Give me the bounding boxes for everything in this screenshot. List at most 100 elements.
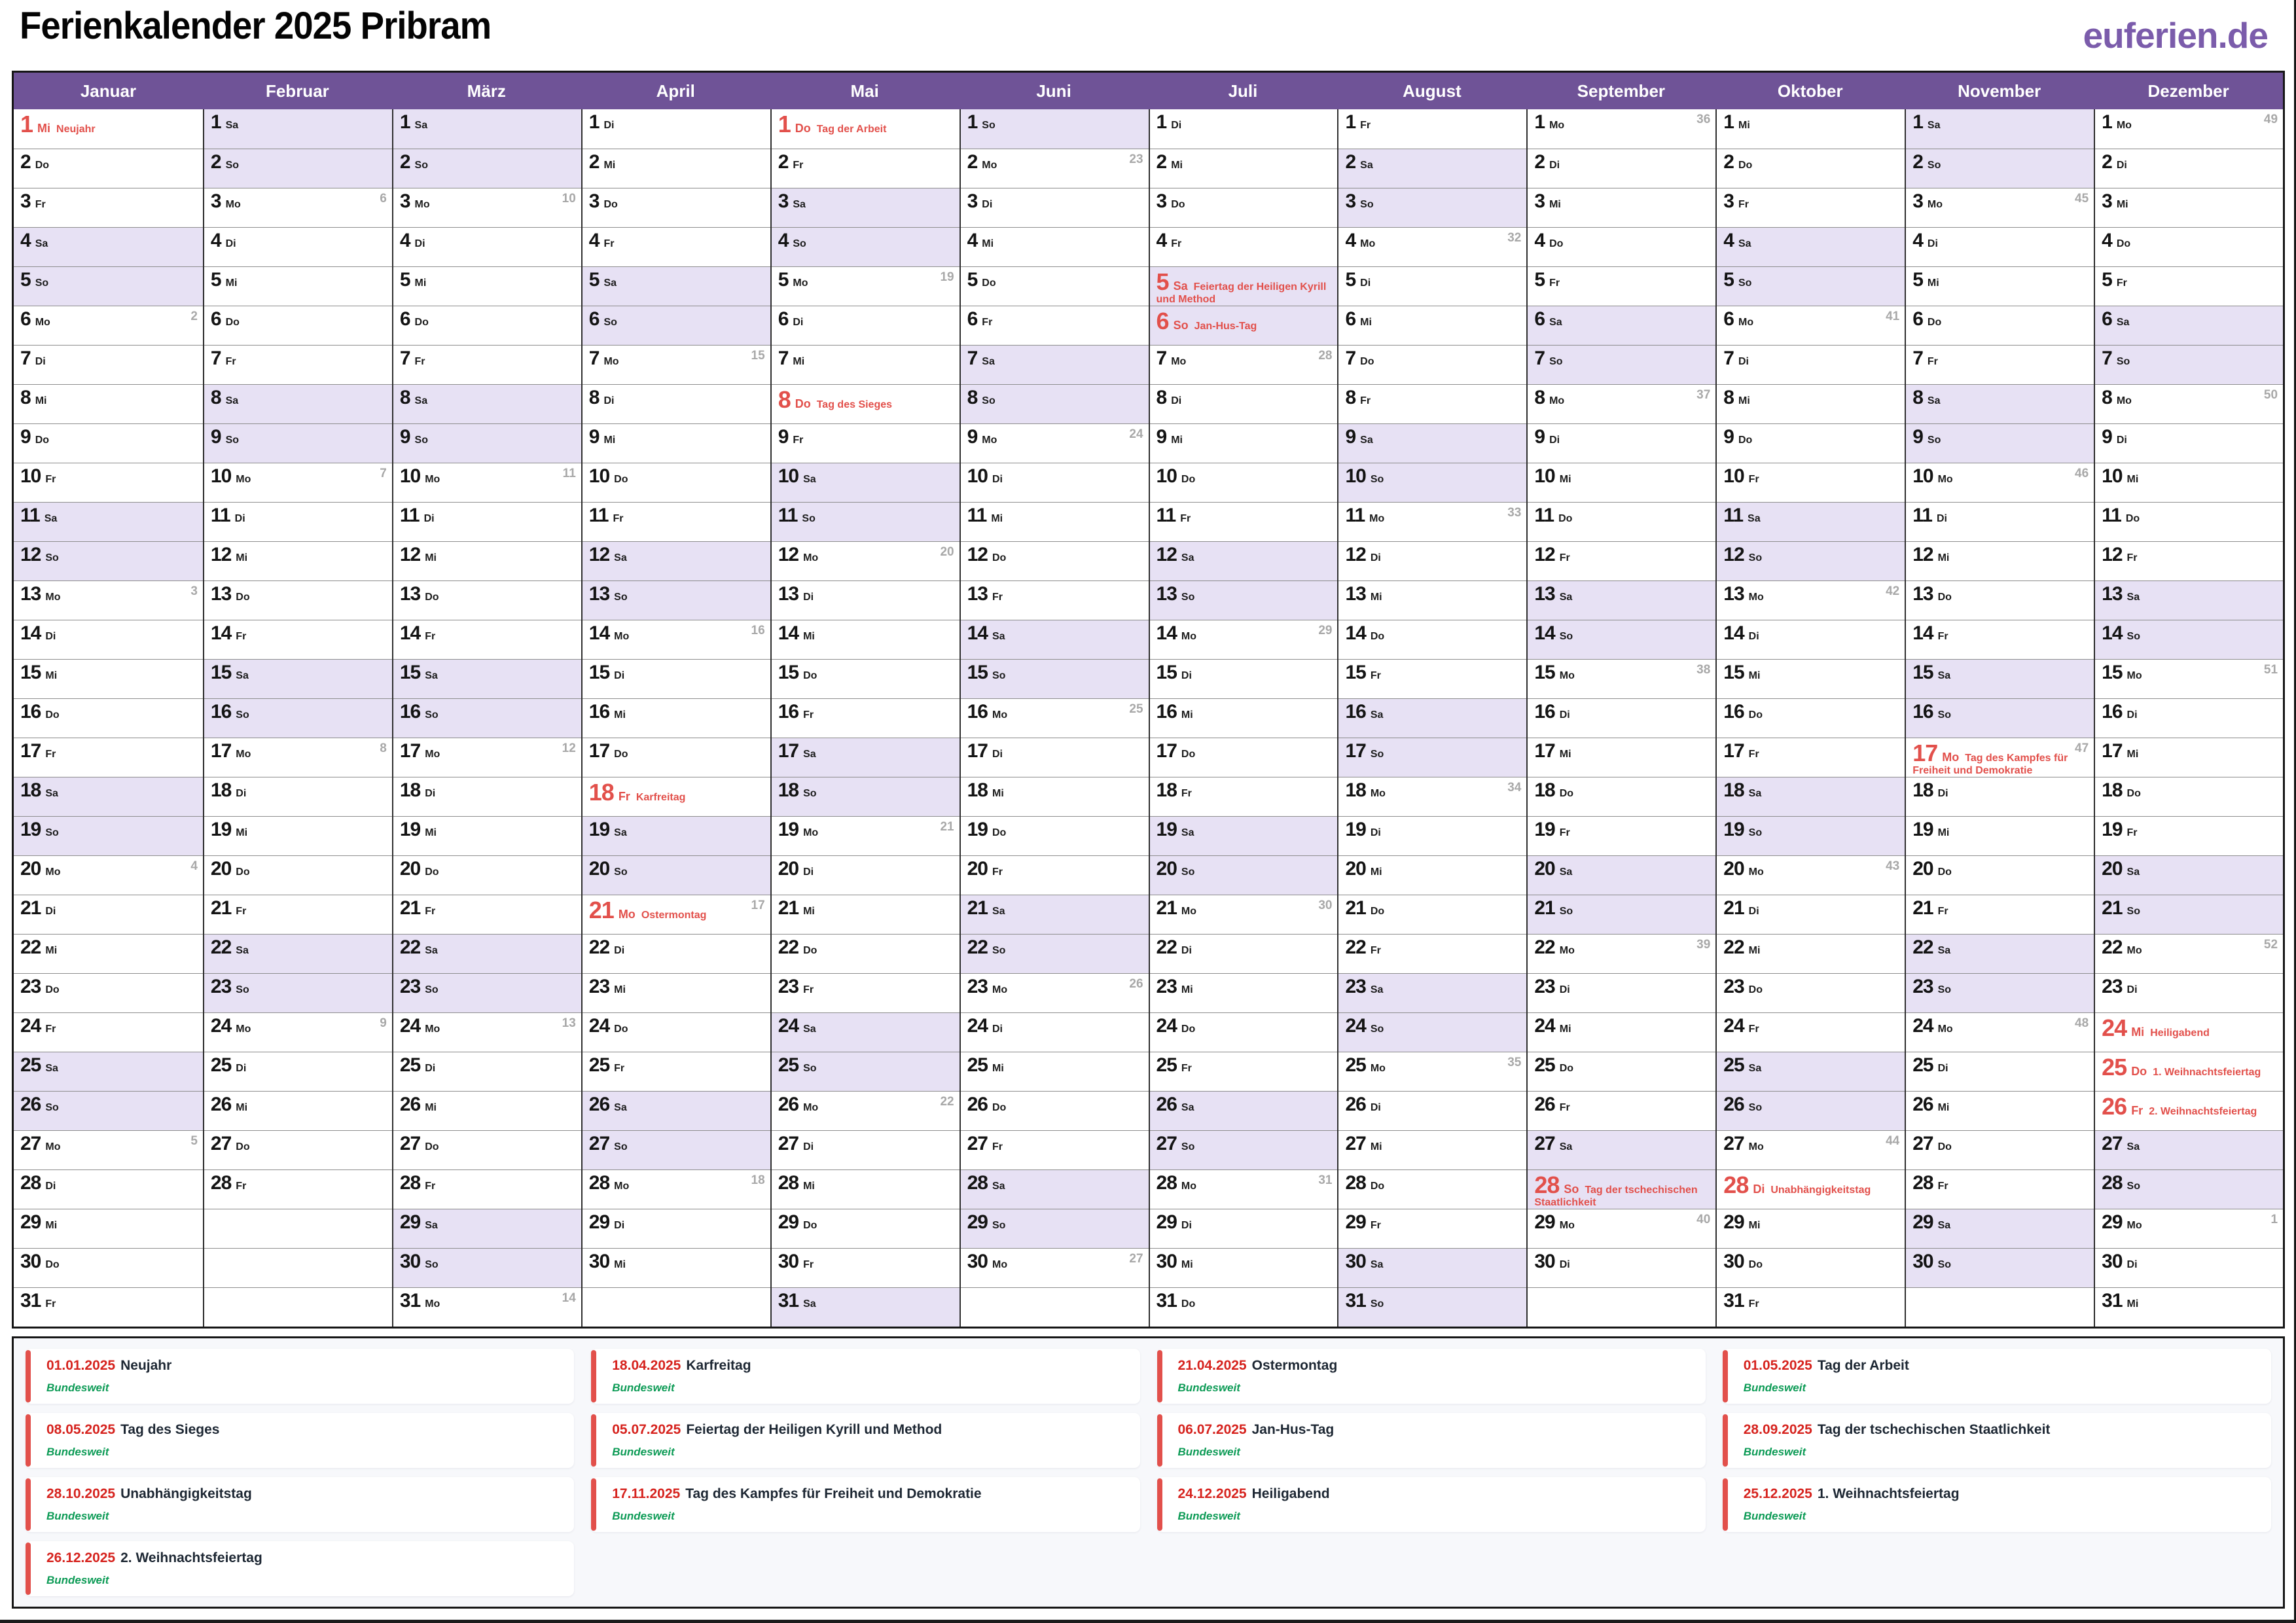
day-cell: 38 15 Mo xyxy=(1528,659,1716,698)
weekday-label: So xyxy=(614,1141,628,1152)
day-cell: 24 Sa xyxy=(771,1012,960,1052)
day-cell: 23 So xyxy=(393,973,581,1012)
day-cell: 11 Di xyxy=(1906,502,2094,541)
weekday-label: Mo xyxy=(803,552,819,563)
weekday-label: So xyxy=(1927,160,1941,171)
week-number: 16 xyxy=(751,624,765,637)
day-number: 6 xyxy=(1345,308,1356,330)
day-cell: 16 Do xyxy=(14,698,203,738)
weekday-label: Do xyxy=(992,1102,1007,1113)
day-cell: 5 Sa Feiertag der Heiligen Kyrill und Meth… xyxy=(1149,266,1338,306)
weekday-label: So xyxy=(1748,1102,1763,1113)
day-number: 2 xyxy=(1534,151,1545,173)
weekday-label: Fr xyxy=(1559,1102,1570,1113)
day-number: 13 xyxy=(1723,583,1744,605)
weekday-label: Mo xyxy=(1549,395,1565,406)
weekday-label: Mo xyxy=(1559,1220,1575,1231)
day-cell: 19 Sa xyxy=(582,816,770,855)
week-number: 47 xyxy=(2075,741,2089,755)
day-number: 30 xyxy=(1912,1251,1933,1272)
day-cell: 24 So xyxy=(1338,1012,1527,1052)
weekday-label: Mi xyxy=(1181,709,1193,721)
weekday-label: Fr xyxy=(1748,474,1759,485)
weekday-label: Sa xyxy=(425,1220,438,1231)
day-cell: 25 Di xyxy=(204,1052,392,1091)
day-number: 13 xyxy=(967,583,988,605)
day-cell xyxy=(1528,1287,1716,1327)
weekday-label: Di xyxy=(2126,1259,2138,1270)
weekday-label: So xyxy=(1181,592,1195,603)
day-cell: 24 Fr xyxy=(1717,1012,1905,1052)
legend-holiday-name: Tag des Sieges xyxy=(120,1422,220,1437)
weekday-label: Sa xyxy=(793,199,806,210)
weekday-label: Fr xyxy=(982,317,993,328)
weekday-label: Fr xyxy=(236,1181,247,1192)
day-cell: 16 Di xyxy=(2095,698,2284,738)
day-cell: 31 Do xyxy=(1149,1287,1338,1327)
day-cell: 3 Fr xyxy=(14,188,203,227)
day-number: 25 xyxy=(399,1054,421,1076)
weekday-label: Mi xyxy=(614,984,626,995)
weekday-label: Sa xyxy=(1937,945,1951,956)
day-cell: 15 Mi xyxy=(14,659,203,698)
weekday-label: Di xyxy=(2126,984,2138,995)
weekday-label: Fr xyxy=(618,790,630,803)
day-number: 27 xyxy=(210,1133,232,1154)
day-number: 16 xyxy=(1345,701,1366,722)
day-number: 25 xyxy=(778,1054,799,1076)
day-number: 8 xyxy=(588,387,600,408)
weekday-label: Sa xyxy=(414,120,428,131)
day-cell: 10 So xyxy=(1338,463,1527,502)
weekday-label: Mi xyxy=(1370,592,1382,603)
legend-date: 08.05.2025 xyxy=(46,1422,116,1437)
day-number: 18 xyxy=(1534,779,1555,801)
day-cell: 2 Di xyxy=(2095,149,2284,188)
day-number: 27 xyxy=(1534,1133,1555,1154)
legend-holiday-name: Jan-Hus-Tag xyxy=(1251,1422,1335,1437)
day-cell: 23 Mi xyxy=(1149,973,1338,1012)
day-number: 16 xyxy=(20,701,41,722)
euferien-logo[interactable]: euferien.de xyxy=(2083,15,2269,56)
day-number: 9 xyxy=(20,426,31,448)
day-number: 26 xyxy=(210,1094,232,1115)
week-number: 14 xyxy=(562,1291,576,1305)
day-number: 5 xyxy=(1345,269,1356,291)
weekday-label: Fr xyxy=(603,238,615,249)
day-cell: 27 Mi xyxy=(1338,1130,1527,1169)
day-number: 16 xyxy=(1534,701,1555,722)
legend-card: 21.04.2025 Ostermontag Bundesweit xyxy=(1157,1349,1706,1404)
weekday-label: Mo xyxy=(1549,120,1565,131)
weekday-label: Do xyxy=(45,709,60,721)
weekday-label: Fr xyxy=(45,749,56,760)
week-number: 37 xyxy=(1696,388,1711,402)
day-number: 14 xyxy=(1723,622,1744,644)
day-cell: 26 Di xyxy=(1338,1091,1527,1130)
weekday-label: Mo xyxy=(2126,1220,2142,1231)
weekday-label: Di xyxy=(803,592,814,603)
day-number: 10 xyxy=(778,465,799,487)
day-cell: 6 Mi xyxy=(1338,306,1527,345)
day-number: 14 xyxy=(1345,622,1366,644)
day-cell: 31 So xyxy=(1338,1287,1527,1327)
weekday-label: Sa xyxy=(803,474,816,485)
week-number: 51 xyxy=(2263,663,2278,677)
weekday-label: Do xyxy=(803,670,817,681)
day-number: 20 xyxy=(399,858,421,880)
weekday-label: Di xyxy=(2116,435,2127,446)
weekday-label: Di xyxy=(1738,356,1749,367)
weekday-label: Sa xyxy=(614,827,627,838)
day-cell: 16 So xyxy=(204,698,392,738)
day-number: 11 xyxy=(1534,505,1554,526)
day-number: 2 xyxy=(1156,151,1168,173)
month-column-april: April 1 Di 2 Mi 3 Do 4 Fr 5 Sa 6 So 15 7 Mo 8 Di 9 Mi 10 Do 11… xyxy=(581,73,770,1327)
weekday-label: Mo xyxy=(618,908,636,921)
day-number: 11 xyxy=(588,505,609,526)
day-number: 22 xyxy=(210,936,232,958)
weekday-label: Sa xyxy=(1927,120,1941,131)
weekday-label: Mi xyxy=(1748,670,1761,681)
day-number: 20 xyxy=(210,858,232,880)
weekday-label: Mi xyxy=(793,356,805,367)
day-cell: 29 Mi xyxy=(14,1209,203,1248)
day-cell: 27 Sa xyxy=(2095,1130,2284,1169)
day-cell: 3 Fr xyxy=(1717,188,1905,227)
